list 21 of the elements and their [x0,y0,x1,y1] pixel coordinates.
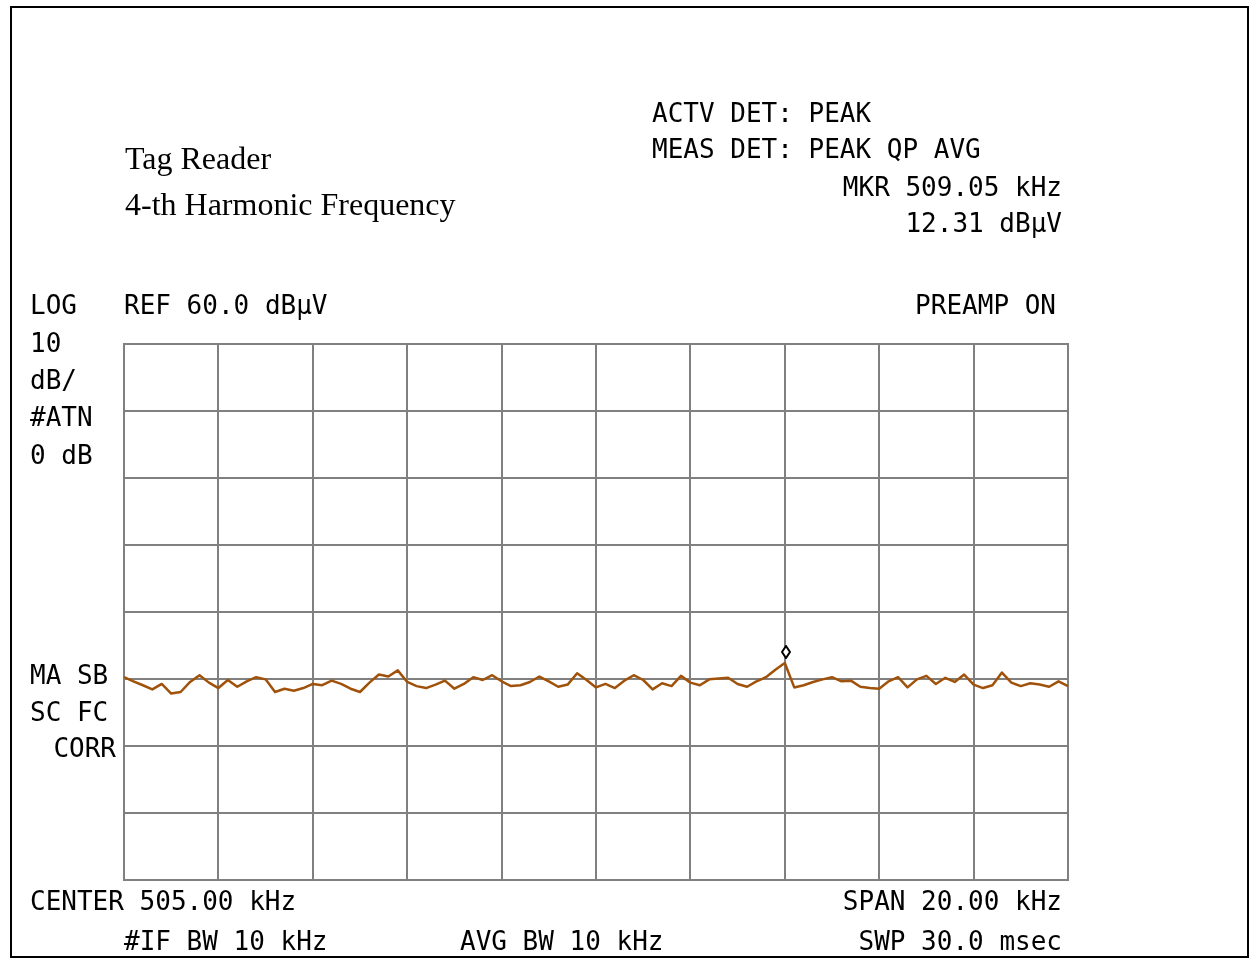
text: 0 dB [30,440,93,470]
text: MA SB [30,660,109,690]
text: AVG BW 10 kHz [460,926,664,956]
text: REF 60.0 dBµV [124,290,328,320]
text: CENTER 505.00 kHz [30,886,297,916]
text: 10 [30,328,62,358]
text: dB/ [30,365,77,395]
text: #IF BW 10 kHz [124,926,328,956]
text: MEAS DET: PEAK QP AVG [652,134,981,164]
text: PREAMP ON [915,290,1056,320]
text: MKR 509.05 kHz [842,172,1062,202]
text: SWP 30.0 msec [858,926,1062,956]
text: SC FC [30,697,109,727]
chart-title: Tag Reader [125,140,272,176]
text: #ATN [30,402,93,432]
chart-subtitle: 4-th Harmonic Frequency [125,186,456,222]
text: SPAN 20.00 kHz [842,886,1062,916]
text: ACTV DET: PEAK [652,98,872,128]
text: 12.31 dBµV [905,208,1062,238]
text: LOG [30,290,77,320]
text: CORR [53,733,116,763]
